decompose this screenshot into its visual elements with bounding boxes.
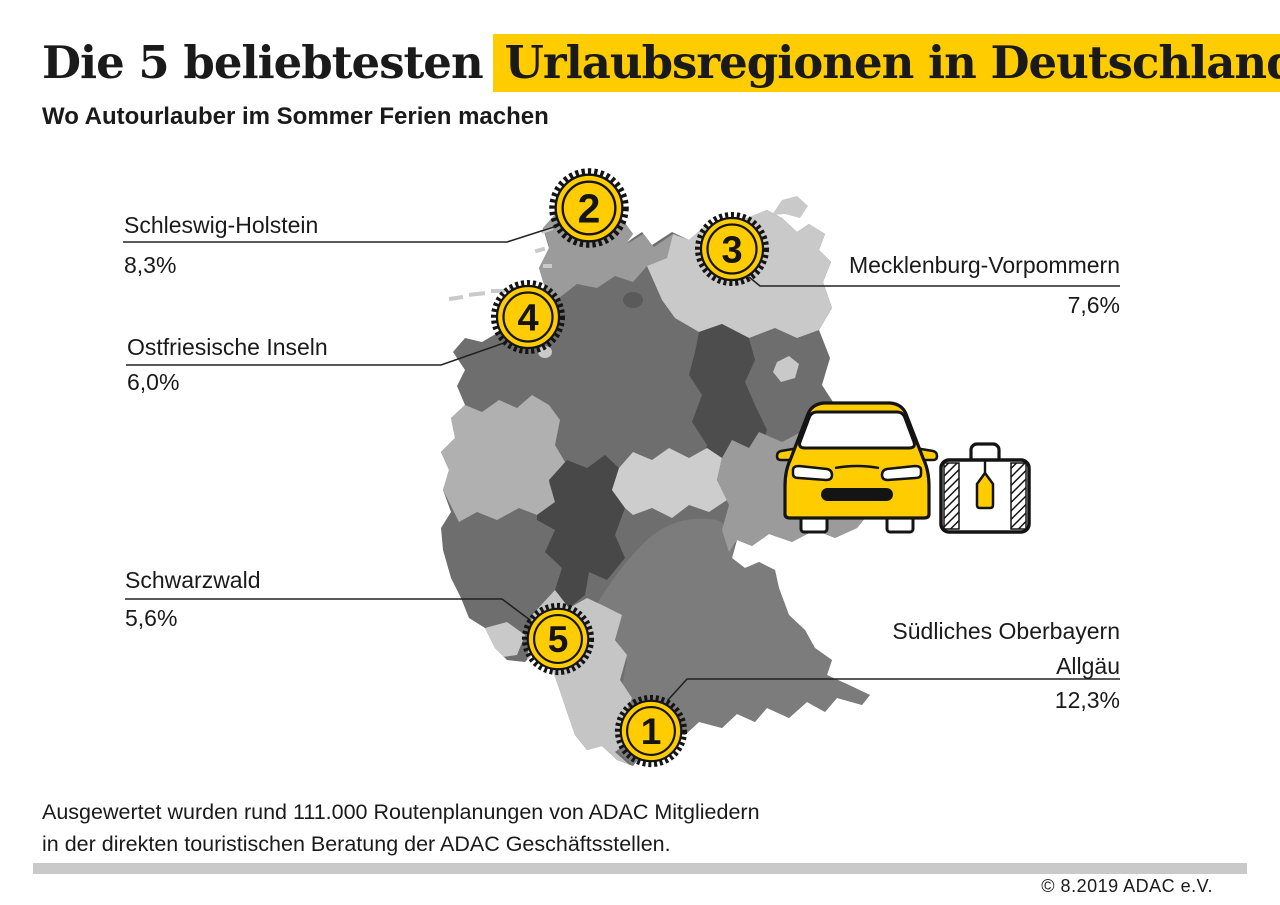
rank-badge-3-icon: 3 — [695, 212, 769, 286]
value-suedliches-oberbayern: 12,3% — [1054, 687, 1120, 713]
label-suedliches-oberbayern: Südliches Oberbayern Allgäu — [892, 614, 1120, 684]
title-plain: Die 5 beliebtesten — [42, 36, 484, 89]
label-suedliches-oberbayern-line1: Südliches Oberbayern — [892, 618, 1120, 644]
label-mecklenburg-vorpommern: Mecklenburg-Vorpommern — [848, 252, 1120, 278]
rank-badge-5-icon: 5 — [521, 602, 595, 676]
suitcase-icon — [939, 442, 1031, 534]
rank-badge-2-number: 2 — [578, 186, 601, 232]
rank-badge-1-icon: 1 — [614, 694, 688, 768]
label-schleswig-holstein: Schleswig-Holstein — [124, 212, 319, 238]
footer-line-1: Ausgewertet wurden rund 111.000 Routenpl… — [42, 800, 760, 824]
map-islands-ruegen — [772, 196, 808, 218]
rank-badge-4-number: 4 — [517, 298, 538, 340]
footer-divider-bar — [33, 863, 1247, 874]
car-icon — [775, 401, 939, 534]
value-ostfriesische-inseln: 6,0% — [127, 369, 180, 395]
luggage-tag-icon — [975, 470, 995, 510]
map-city-hamburg — [623, 292, 643, 308]
rank-badge-4-icon: 4 — [491, 280, 565, 354]
rank-badge-3-number: 3 — [721, 230, 742, 272]
copyright-notice: © 8.2019 ADAC e.V. — [1041, 876, 1213, 896]
page-subtitle: Wo Autourlauber im Sommer Ferien machen — [42, 103, 549, 130]
page-title: Die 5 beliebtesten Urlaubsregionen in De… — [42, 34, 1280, 92]
map-region-nordrhein-westfalen — [441, 395, 565, 522]
rank-badge-2-icon: 2 — [549, 168, 629, 248]
map-city-bremen — [538, 346, 552, 358]
rank-badge-1-number: 1 — [641, 710, 662, 752]
value-schleswig-holstein: 8,3% — [124, 252, 177, 278]
car-and-suitcase-illustration — [775, 401, 1031, 534]
label-suedliches-oberbayern-line2: Allgäu — [1056, 653, 1120, 679]
value-schwarzwald: 5,6% — [125, 605, 178, 631]
label-ostfriesische-inseln: Ostfriesische Inseln — [127, 334, 328, 360]
value-mecklenburg-vorpommern: 7,6% — [1067, 292, 1120, 318]
map-region-hessen — [537, 455, 625, 608]
label-schwarzwald: Schwarzwald — [125, 567, 261, 593]
map-region-thueringen — [612, 448, 727, 518]
title-highlight: Urlaubsregionen in Deutschland — [492, 34, 1280, 92]
footer-line-2: in der direkten touristischen Beratung d… — [42, 832, 671, 856]
map-city-berlin — [773, 356, 799, 382]
rank-badge-5-number: 5 — [548, 618, 569, 660]
